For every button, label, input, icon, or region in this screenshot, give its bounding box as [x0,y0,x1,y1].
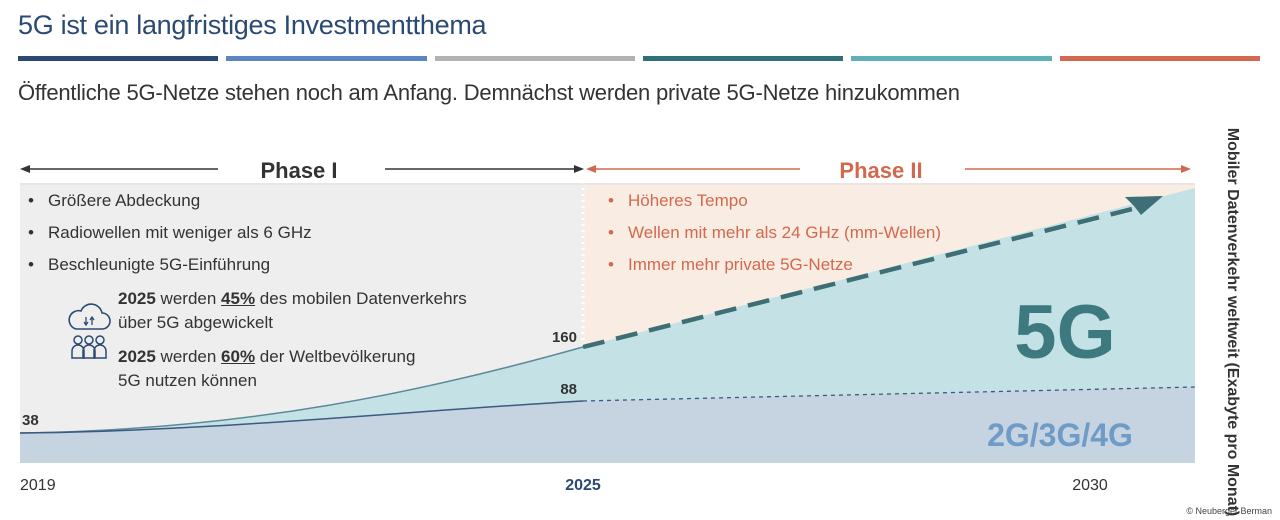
phase1-bullet: • Beschleunigte 5G-Einführung [28,255,271,274]
fiveg-curve [19,346,584,434]
x-tick-2019: 2019 [20,477,56,494]
phase1-bullet-text: Radiowellen mit weniger als 6 GHz [48,223,312,242]
divider-stripe [18,56,219,61]
stat-5g-traffic-share: 2025 werden 45% des mobilen Datenverkehr… [118,289,467,332]
phase2-label: Phase II [839,158,922,183]
fiveg-forecast-arrowhead [1125,196,1163,215]
phase1-bullet: • Größere Abdeckung [28,191,201,210]
legacy-area [20,387,1195,463]
stat1-percent: 45% [221,289,256,308]
stat2-percent: 60% [221,347,256,366]
phase1-bullet-text: Beschleunigte 5G-Einführung [48,255,271,274]
phase2-arrow-right-head [1181,165,1191,173]
phase1-bullet-list: • Größere Abdeckung • Radiowellen mit weni… [28,185,312,281]
page-title: 5G ist ein langfristiges Investmentthema [18,10,487,40]
copyright-note: © Neuberger Berman [1186,506,1272,516]
divider-stripe [851,56,1052,61]
title-divider-stripes [18,56,1260,61]
phase2-bullet: • Immer mehr private 5G-Netze [608,255,853,274]
fiveg-area-label: 5G [1014,290,1115,375]
stat1-year: 2025 [118,289,156,308]
legacy-area-label: 2G/3G/4G [987,417,1133,453]
phase2-bullet: • Höheres Tempo [608,191,748,210]
legacy-2025-value-label: 88 [560,381,577,398]
phase2-bullet-list: • Höheres Tempo • Wellen mit mehr als 24 G… [608,185,941,281]
people-group-icon [71,335,107,359]
phase1-arrow-right-head [574,165,584,173]
phase2-arrow-left-head [586,165,596,173]
phase1-arrow-left-head [20,165,30,173]
legacy-curve [19,400,584,434]
divider-stripe [642,56,844,61]
phase2-bullet-text: Höheres Tempo [628,191,748,210]
phase2-bullet: • Wellen mit mehr als 24 GHz (mm-Wellen) [608,223,941,242]
stat2-year: 2025 [118,347,156,366]
page-subtitle: Öffentliche 5G-Netze stehen noch am Anfa… [18,80,960,105]
x-tick-2025: 2025 [565,477,601,494]
x-tick-2030: 2030 [1072,477,1108,494]
phase1-bullet-text: Größere Abdeckung [48,191,201,210]
divider-stripe [226,56,427,61]
y-axis-label: Mobiler Datenverkehr weltweit (Exabyte p… [1224,128,1241,517]
legacy-forecast-dashed-line [582,386,1196,402]
stat-5g-population-share: 2025 werden 60% der Weltbevölkerung 5G n… [118,347,416,390]
phase1-label: Phase I [260,158,337,183]
fiveg-2025-value-label: 160 [552,329,577,346]
divider-stripe [434,56,635,61]
start-value-label: 38 [22,412,39,429]
phase1-bullet: • Radiowellen mit weniger als 6 GHz [28,223,312,242]
divider-stripe [1059,56,1260,61]
cloud-data-icon [68,303,111,330]
fiveg-forecast-dashed-line [582,204,1141,350]
phase2-bullet-text: Wellen mit mehr als 24 GHz (mm-Wellen) [628,223,941,242]
phase2-bullet-text: Immer mehr private 5G-Netze [628,255,853,274]
